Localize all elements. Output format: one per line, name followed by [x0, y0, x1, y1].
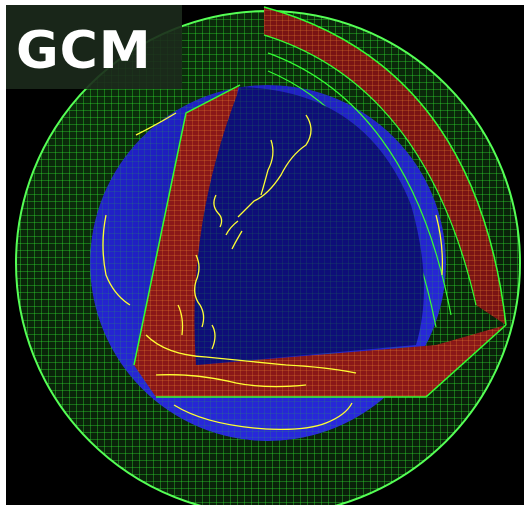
- horizontal-section: [134, 324, 507, 398]
- cutaway-globe-face: [194, 87, 424, 365]
- vertical-section-left: [133, 84, 241, 397]
- coastlines: [102, 112, 444, 431]
- globe-grid-icon: [6, 5, 521, 505]
- figure-title: GCM: [16, 21, 152, 81]
- atmosphere-layers-right: [263, 6, 507, 328]
- figure-frame: GCM: [6, 5, 524, 505]
- title-box: [6, 5, 182, 89]
